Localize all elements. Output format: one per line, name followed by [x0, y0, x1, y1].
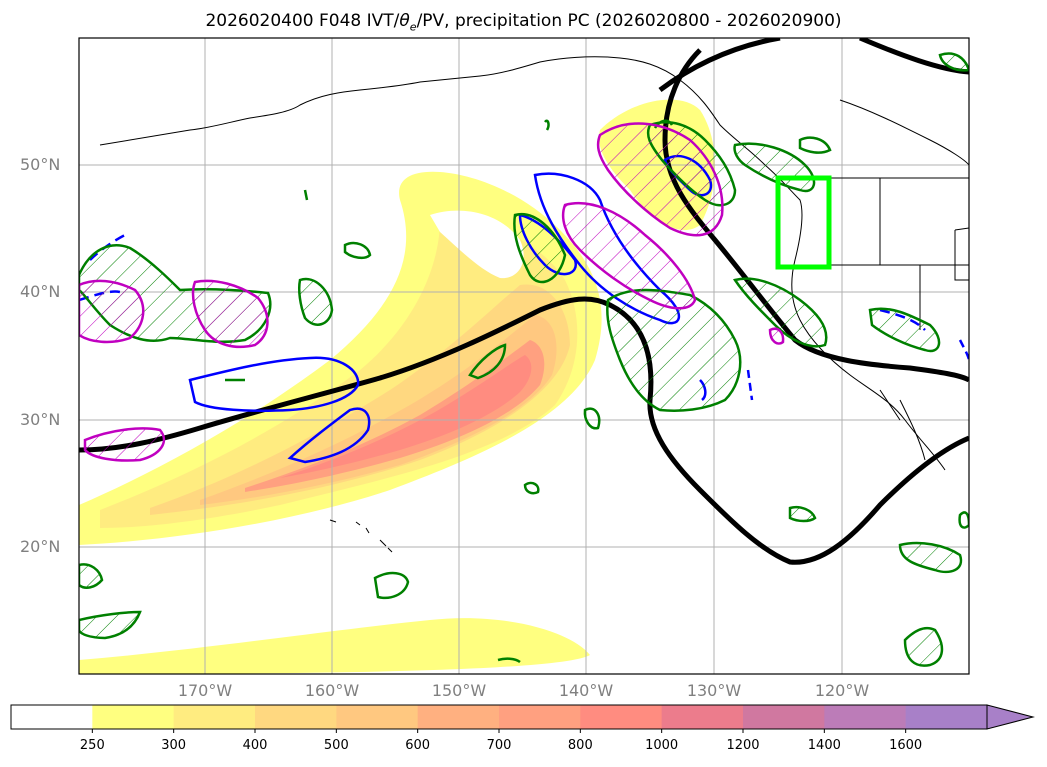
- ivt-shading: [79, 99, 715, 674]
- colorbar-tick-label: 1400: [807, 738, 841, 753]
- lat-label-40n: 40°N: [20, 282, 61, 301]
- colorbar-tick-label: 800: [567, 738, 593, 753]
- colorbar-tick-label: 700: [486, 738, 512, 753]
- ivt-1000: [280, 355, 532, 478]
- colorbar-segment: [743, 705, 825, 729]
- lon-label-160w: 160°W: [304, 681, 360, 700]
- lon-label-130w: 130°W: [686, 681, 742, 700]
- plot-frame: [78, 37, 970, 675]
- lon-label-150w: 150°W: [431, 681, 487, 700]
- colorbar-segment: [824, 705, 907, 729]
- lat-label-50n: 50°N: [20, 155, 61, 174]
- precip-neg-contours: [79, 122, 785, 462]
- colorbar-segment: [661, 705, 744, 729]
- lon-label-170w: 170°W: [177, 681, 233, 700]
- colorbar-segment: [905, 705, 988, 729]
- colorbar-tick-label: 1600: [889, 738, 923, 753]
- colorbar-segment: [92, 705, 175, 729]
- highlight-box: [775, 175, 832, 270]
- colorbar-segment: [336, 705, 419, 729]
- colorbar-segment: [417, 705, 500, 729]
- colorbar-tick-label: 1200: [726, 738, 760, 753]
- colorbar-extend-arrow: [986, 704, 1035, 730]
- ivt-250-south: [79, 618, 590, 674]
- map-title: 2026020400 F048 IVT/θe/PV, precipitation…: [205, 11, 842, 34]
- colorbar-segment: [173, 705, 256, 729]
- colorbar-frame: [10, 704, 988, 730]
- colorbar-segment: [499, 705, 581, 729]
- lat-label-30n: 30°N: [20, 410, 61, 429]
- colorbar-tick-label: 1000: [645, 738, 679, 753]
- lon-label-120w: 120°W: [814, 681, 870, 700]
- colorbar-segments: [11, 705, 988, 733]
- colorbar-tick-label: 300: [161, 738, 187, 753]
- map-canvas: [78, 37, 970, 675]
- colorbar-tick-label: 250: [79, 738, 105, 753]
- ivt-300: [100, 219, 578, 529]
- colorbar-tick-label: 400: [242, 738, 268, 753]
- colorbar-segment: [255, 705, 337, 729]
- lat-label-20n: 20°N: [20, 537, 61, 556]
- lon-label-140w: 140°W: [558, 681, 614, 700]
- colorbar-segment: [580, 705, 663, 729]
- ivt-400: [150, 284, 570, 515]
- colorbar-tick-label: 600: [405, 738, 431, 753]
- colorbar-segment: [11, 705, 93, 729]
- ivt-hole: [430, 210, 524, 279]
- colorbar-tick-label: 500: [323, 738, 349, 753]
